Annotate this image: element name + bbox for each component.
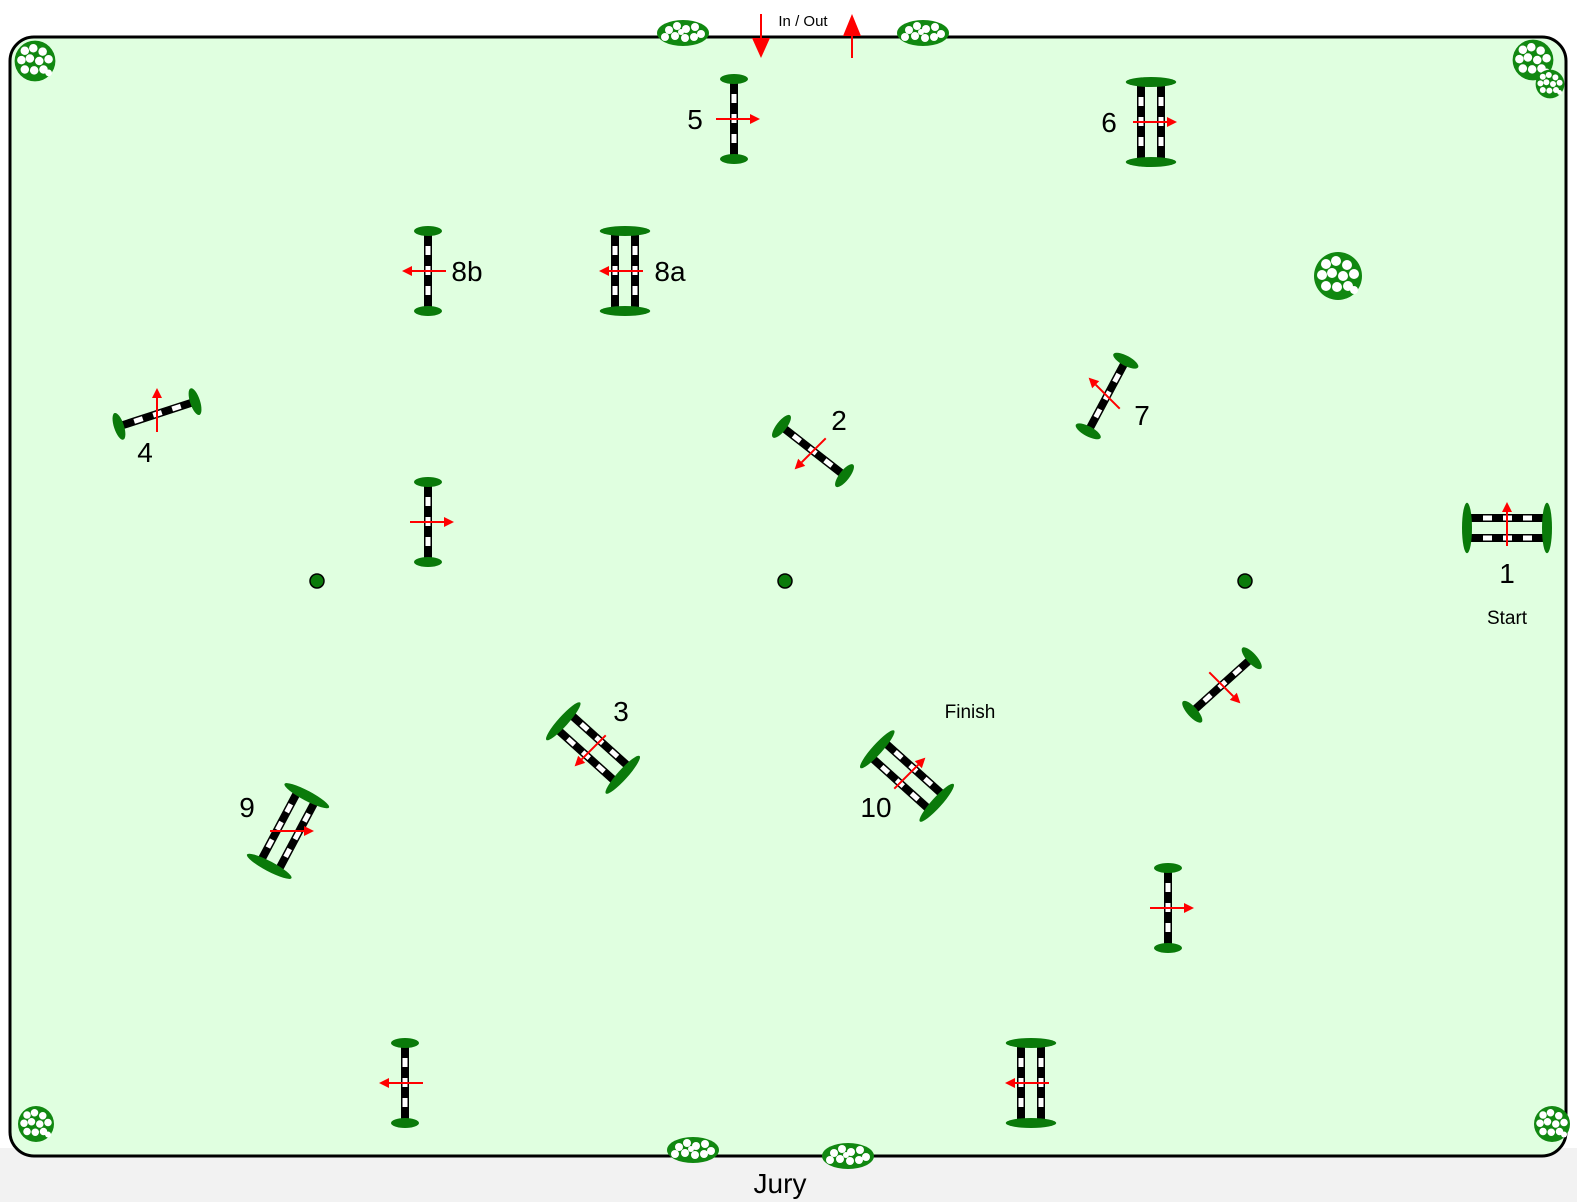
fence-9-direction-arrow [270, 826, 314, 836]
corner-bush-top-left [14, 40, 56, 82]
fence-u1-direction-arrow [410, 517, 454, 527]
center-marker [777, 573, 793, 589]
flowerbed-gate-left [657, 20, 709, 46]
fence-u3-standard [1154, 943, 1182, 953]
corner-bush-bottom-right [1534, 1106, 1570, 1142]
fence-7-standard [1075, 423, 1101, 440]
fence-4-standard [188, 388, 202, 416]
fence-9-label: 9 [239, 792, 255, 823]
fence-7-standard [1113, 352, 1139, 369]
fence-9-standard [284, 783, 330, 809]
fence-3-label: 3 [613, 696, 629, 727]
fence-u1-standard [414, 477, 442, 487]
fence-9-standard [246, 853, 292, 879]
fence-3-standard [546, 702, 581, 741]
left-marker [309, 573, 325, 589]
fence-10-label: 10 [860, 792, 891, 823]
fence-u4-standard [391, 1118, 419, 1128]
fence-u4 [379, 1038, 423, 1128]
fence-u3 [1150, 863, 1194, 953]
fence-1-standard [1462, 502, 1472, 554]
fence-7-label: 7 [1134, 400, 1150, 431]
fence-8b-label: 8b [451, 256, 482, 287]
fence-4-label: 4 [137, 437, 153, 468]
fence-8a-label: 8a [654, 256, 686, 287]
fence-u5-standard [1005, 1038, 1057, 1048]
fence-u1-standard [414, 557, 442, 567]
fence-10-standard [860, 730, 895, 769]
fence-4 [112, 388, 202, 440]
fence-5-direction-arrow [716, 114, 760, 124]
fence-8a-direction-arrow [599, 266, 643, 276]
fence-2-label: 2 [831, 405, 847, 436]
arena [8, 35, 1568, 1158]
fence-5 [716, 74, 760, 164]
fence-1-label: 1 [1499, 558, 1515, 589]
fence-5-standard [720, 154, 748, 164]
fence-1 [1462, 502, 1552, 554]
fence-8a-standard [599, 306, 651, 316]
fence-6-standard [1125, 157, 1177, 167]
fence-8a-standard [599, 226, 651, 236]
fence-2-standard [772, 414, 791, 438]
fence-6-direction-arrow [1133, 117, 1177, 127]
finish-label: Finish [945, 702, 996, 723]
fence-u5-standard [1005, 1118, 1057, 1128]
gate-label: In / Out [778, 13, 828, 30]
fence-9 [246, 783, 330, 879]
fence-u5 [1005, 1038, 1057, 1128]
jury-label: Jury [754, 1168, 807, 1199]
fence-u1 [410, 477, 454, 567]
bush-decoration [1314, 252, 1362, 300]
fence-8b-direction-arrow [402, 266, 446, 276]
fence-2-standard [835, 464, 854, 488]
gate-arrow-out [843, 14, 861, 58]
start-label: Start [1487, 608, 1528, 629]
fence-u3-direction-arrow [1150, 903, 1194, 913]
fence-10-standard [919, 783, 954, 822]
fence-u2-standard [1182, 700, 1203, 723]
fence-8a [599, 226, 651, 316]
fence-u5-direction-arrow [1005, 1078, 1049, 1088]
fence-u4-direction-arrow [379, 1078, 423, 1088]
fence-5-label: 5 [687, 104, 703, 135]
gate-arrow-in [752, 14, 770, 58]
fence-1-standard [1542, 502, 1552, 554]
corner-bush-top-right-2 [1535, 69, 1565, 99]
fence-1-direction-arrow [1502, 502, 1512, 546]
flowerbed-gate-right [897, 20, 949, 46]
fence-4-direction-arrow [152, 388, 162, 432]
fence-8b-standard [414, 226, 442, 236]
fence-5-standard [720, 74, 748, 84]
flowerbed-jury-left [667, 1137, 719, 1163]
fence-6 [1125, 77, 1177, 167]
fence-4-standard [112, 412, 126, 440]
fence-8b [402, 226, 446, 316]
fence-u3-standard [1154, 863, 1182, 873]
corner-bush-bottom-left [18, 1106, 54, 1142]
fence-6-label: 6 [1101, 107, 1117, 138]
fence-6-standard [1125, 77, 1177, 87]
fence-7 [1075, 352, 1139, 440]
right-marker [1237, 573, 1253, 589]
fence-u2-standard [1241, 647, 1262, 670]
fence-u4-standard [391, 1038, 419, 1048]
flowerbed-jury-right [822, 1143, 874, 1169]
fence-8b-standard [414, 306, 442, 316]
fence-3-standard [605, 755, 640, 794]
